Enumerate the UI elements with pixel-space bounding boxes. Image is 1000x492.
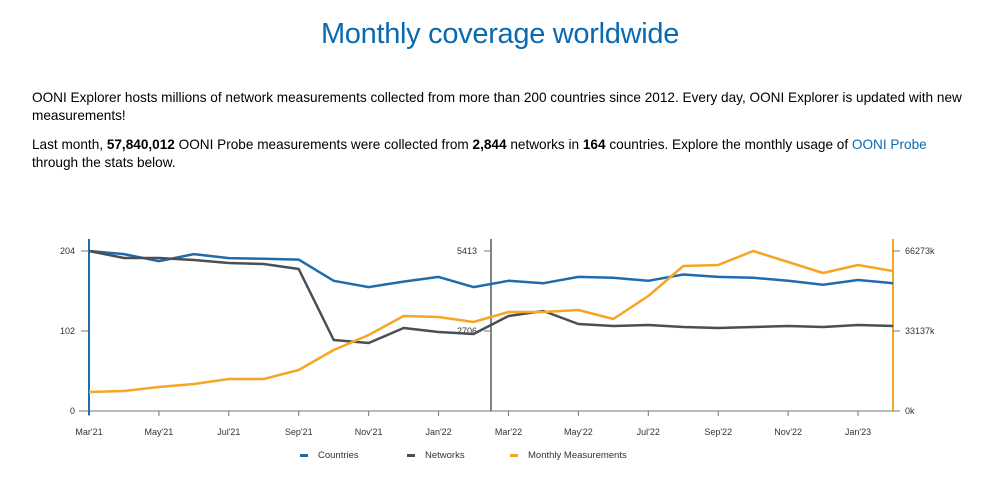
- x-tick-label: Nov'22: [774, 427, 802, 437]
- x-tick-label: May'21: [145, 427, 174, 437]
- summary-suffix: through the stats below.: [32, 155, 176, 170]
- legend-item-networks[interactable]: Networks: [407, 450, 465, 461]
- summary-paragraph: Last month, 57,840,012 OONI Probe measur…: [32, 136, 967, 172]
- x-tick-label: Sep'21: [285, 427, 313, 437]
- x-tick-label: Mar'22: [495, 427, 522, 437]
- x-tick-label: May'22: [564, 427, 593, 437]
- networks-axis-label: 5413: [457, 246, 477, 256]
- networks-count: 2,844: [472, 137, 507, 152]
- ooni-probe-link[interactable]: OONI Probe: [851, 137, 927, 152]
- series-layer: [88, 249, 894, 394]
- countries-count: 164: [582, 137, 606, 152]
- summary-mid1: OONI Probe measurements were collected f…: [174, 137, 473, 152]
- legend-label-networks: Networks: [425, 450, 465, 461]
- measurements-count: 57,840,012: [106, 137, 175, 152]
- legend-label-measurements: Monthly Measurements: [528, 450, 627, 461]
- x-tick-label: Sep'22: [704, 427, 732, 437]
- legend-swatch-networks: [407, 454, 415, 457]
- x-tick-label: Jan'23: [845, 427, 871, 437]
- measurements-axis-label: 66273k: [905, 246, 935, 256]
- x-tick-label: Jul'22: [637, 427, 660, 437]
- series-line-monthly-measurements: [88, 249, 894, 394]
- x-tick-label: Mar'21: [75, 427, 102, 437]
- x-tick-label: Jan'22: [425, 427, 451, 437]
- legend-item-monthly-measurements[interactable]: Monthly Measurements: [510, 450, 627, 461]
- x-tick-label: Nov'21: [355, 427, 383, 437]
- legend-item-countries[interactable]: Countries: [300, 450, 359, 461]
- networks-axis-label: 2706: [457, 326, 477, 336]
- legend-label-countries: Countries: [318, 450, 359, 461]
- series-line-networks: [88, 249, 894, 345]
- summary-prefix: Last month,: [32, 137, 107, 152]
- series-line-countries: [88, 249, 894, 289]
- summary-mid3: countries. Explore the monthly usage of: [605, 137, 852, 152]
- intro-paragraph: OONI Explorer hosts millions of network …: [32, 90, 962, 123]
- legend-swatch-measurements: [510, 454, 518, 457]
- countries-axis-label: 0: [70, 406, 75, 416]
- measurements-axis-label: 0k: [905, 406, 915, 416]
- axes-layer: Mar'21 May'21 Jul'21 Sep'21 Nov'21 Jan'22 Mar'…: [60, 239, 935, 437]
- countries-axis-label: 102: [60, 326, 75, 336]
- x-tick-label: Jul'21: [217, 427, 240, 437]
- measurements-axis-label: 33137k: [905, 326, 935, 336]
- page-title: Monthly coverage worldwide: [320, 18, 680, 50]
- countries-axis-label: 204: [60, 246, 75, 256]
- legend-swatch-countries: [300, 454, 308, 457]
- summary-mid2: networks in: [506, 137, 583, 152]
- coverage-chart: Mar'21 May'21 Jul'21 Sep'21 Nov'21 Jan'22 Mar'…: [60, 239, 935, 437]
